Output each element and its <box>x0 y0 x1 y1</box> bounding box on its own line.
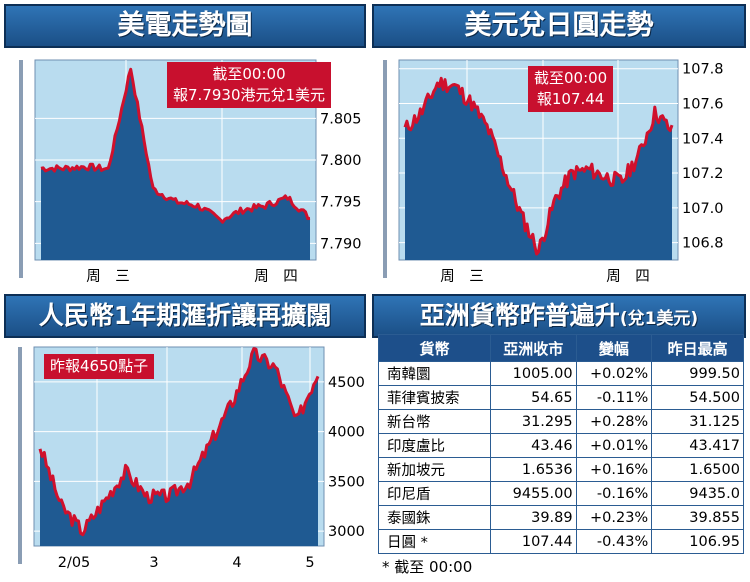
jpy-note-line1: 截至00:00 <box>534 69 608 87</box>
hkd-note: 截至00:00 報7.7930港元兌1美元 <box>167 62 332 108</box>
cny-chart: 4500 4000 3500 3000 2/05 3 4 5 <box>18 346 365 571</box>
x-tick-label: 周 四 <box>254 269 298 285</box>
left-rail <box>19 60 23 278</box>
y-tick-label: 4000 <box>328 425 365 441</box>
high-value: 43.417 <box>651 433 744 458</box>
table-row: 新台幣 31.295 +0.28% 31.125 <box>378 409 744 434</box>
y-tick-label: 7.805 <box>320 111 362 127</box>
x-tick-label: 4 <box>232 555 241 571</box>
cny-note: 昨報4650點子 <box>44 354 155 379</box>
hkd-chart-title: 美電走勢圖 <box>4 4 366 48</box>
currency-name: 印度盧比 <box>378 433 491 458</box>
table-row: 日圓 * 107.44 -0.43% 106.95 <box>378 529 744 554</box>
x-tick-label: 周 三 <box>440 269 484 285</box>
jpy-chart-panel: 美元兌日圓走勢 107.8 107.6 107.4 107.2 107.0 106.8 周 … <box>372 4 746 289</box>
series-line <box>38 347 320 537</box>
change-value: +0.28% <box>575 409 653 434</box>
header-close: 亞洲收市 <box>489 334 577 362</box>
y-tick-label: 107.8 <box>682 62 724 78</box>
close-value: 31.295 <box>489 409 577 434</box>
header-change: 變幅 <box>575 334 653 362</box>
y-tick-label: 3000 <box>328 524 365 540</box>
header-high: 昨日最高 <box>651 334 744 362</box>
y-tick-label: 7.795 <box>320 195 362 211</box>
close-value: 9455.00 <box>489 481 577 506</box>
series-area <box>41 69 310 260</box>
jpy-note-line2: 報107.44 <box>536 90 605 108</box>
change-value: -0.43% <box>575 529 653 554</box>
change-value: +0.02% <box>575 361 653 386</box>
header-currency: 貨幣 <box>378 334 491 362</box>
series-area <box>405 78 672 260</box>
high-value: 39.855 <box>651 505 744 530</box>
currency-table: 貨幣 亞洲收市 變幅 昨日最高 南韓圜 1005.00 +0.02% 999.50 菲律… <box>378 334 744 554</box>
close-value: 1005.00 <box>489 361 577 386</box>
x-tick-label: 3 <box>149 555 158 571</box>
hkd-chart-panel: 美電走勢圖 7.805 7.800 7.795 7.790 周 三 周 四 截至00:00… <box>4 4 366 289</box>
high-value: 9435.0 <box>651 481 744 506</box>
y-tick-label: 107.0 <box>682 201 724 217</box>
currency-name: 新加坡元 <box>378 457 491 482</box>
table-row: 印尼盾 9455.00 -0.16% 9435.0 <box>378 481 744 506</box>
x-tick-label: 2/05 <box>58 555 91 571</box>
change-value: +0.23% <box>575 505 653 530</box>
currency-name: 新台幣 <box>378 409 491 434</box>
x-tick-label: 周 四 <box>606 269 650 285</box>
y-tick-label: 7.790 <box>320 236 362 252</box>
table-row: 泰國銖 39.89 +0.23% 39.855 <box>378 505 744 530</box>
hkd-note-line1: 截至00:00 <box>212 65 286 83</box>
jpy-note: 截至00:00 報107.44 <box>528 66 614 112</box>
table-row: 菲律賓披索 54.65 -0.11% 54.500 <box>378 385 744 410</box>
table-title: 亞洲貨幣昨普遍升 <box>419 301 620 330</box>
high-value: 54.500 <box>651 385 744 410</box>
hkd-note-line2: 報7.7930港元兌1美元 <box>173 86 326 104</box>
x-tick-label: 周 三 <box>86 269 130 285</box>
hkd-chart: 7.805 7.800 7.795 7.790 周 三 周 四 <box>19 59 362 285</box>
change-value: -0.16% <box>575 481 653 506</box>
jpy-chart-title: 美元兌日圓走勢 <box>372 4 746 48</box>
currency-name: 南韓圜 <box>378 361 491 386</box>
currency-name: 泰國銖 <box>378 505 491 530</box>
high-value: 999.50 <box>651 361 744 386</box>
change-value: -0.11% <box>575 385 653 410</box>
change-value: +0.16% <box>575 457 653 482</box>
left-rail <box>383 60 387 278</box>
jpy-chart: 107.8 107.6 107.4 107.2 107.0 106.8 周 三 周 四 <box>383 59 724 285</box>
series-line <box>403 76 674 256</box>
y-tick-label: 106.8 <box>682 236 724 252</box>
y-tick-label: 7.800 <box>320 153 362 169</box>
table-header-row: 貨幣 亞洲收市 變幅 昨日最高 <box>378 334 744 362</box>
cny-chart-title: 人民幣1年期滙折讓再擴闊 <box>4 294 366 338</box>
close-value: 1.6536 <box>489 457 577 482</box>
y-tick-label: 3500 <box>328 474 365 490</box>
high-value: 106.95 <box>651 529 744 554</box>
table-title-bar: 亞洲貨幣昨普遍升(兌1美元) <box>372 294 746 338</box>
currency-name: 日圓 * <box>378 529 491 554</box>
y-tick-label: 4500 <box>328 375 365 391</box>
close-value: 43.46 <box>489 433 577 458</box>
y-tick-label: 107.2 <box>682 166 724 182</box>
series-line <box>40 67 311 224</box>
change-value: +0.01% <box>575 433 653 458</box>
table-row: 南韓圜 1005.00 +0.02% 999.50 <box>378 361 744 386</box>
table-row: 新加坡元 1.6536 +0.16% 1.6500 <box>378 457 744 482</box>
currency-name: 菲律賓披索 <box>378 385 491 410</box>
close-value: 107.44 <box>489 529 577 554</box>
left-rail <box>18 347 22 564</box>
cny-note-line1: 昨報4650點子 <box>50 357 149 375</box>
x-tick-label: 5 <box>305 555 314 571</box>
close-value: 54.65 <box>489 385 577 410</box>
table-footnote: * 截至 00:00 <box>382 558 473 576</box>
table-row: 印度盧比 43.46 +0.01% 43.417 <box>378 433 744 458</box>
high-value: 31.125 <box>651 409 744 434</box>
currency-name: 印尼盾 <box>378 481 491 506</box>
y-tick-label: 107.6 <box>682 96 724 112</box>
table-subtitle: (兌1美元) <box>619 309 699 329</box>
high-value: 1.6500 <box>651 457 744 482</box>
close-value: 39.89 <box>489 505 577 530</box>
asian-currency-panel: 亞洲貨幣昨普遍升(兌1美元) 貨幣 亞洲收市 變幅 昨日最高 南韓圜 1005.0… <box>372 294 746 578</box>
cny-chart-panel: 人民幣1年期滙折讓再擴闊 4500 4000 3500 3000 2/05 3 4 5 昨報4… <box>4 294 366 578</box>
y-tick-label: 107.4 <box>682 131 724 147</box>
